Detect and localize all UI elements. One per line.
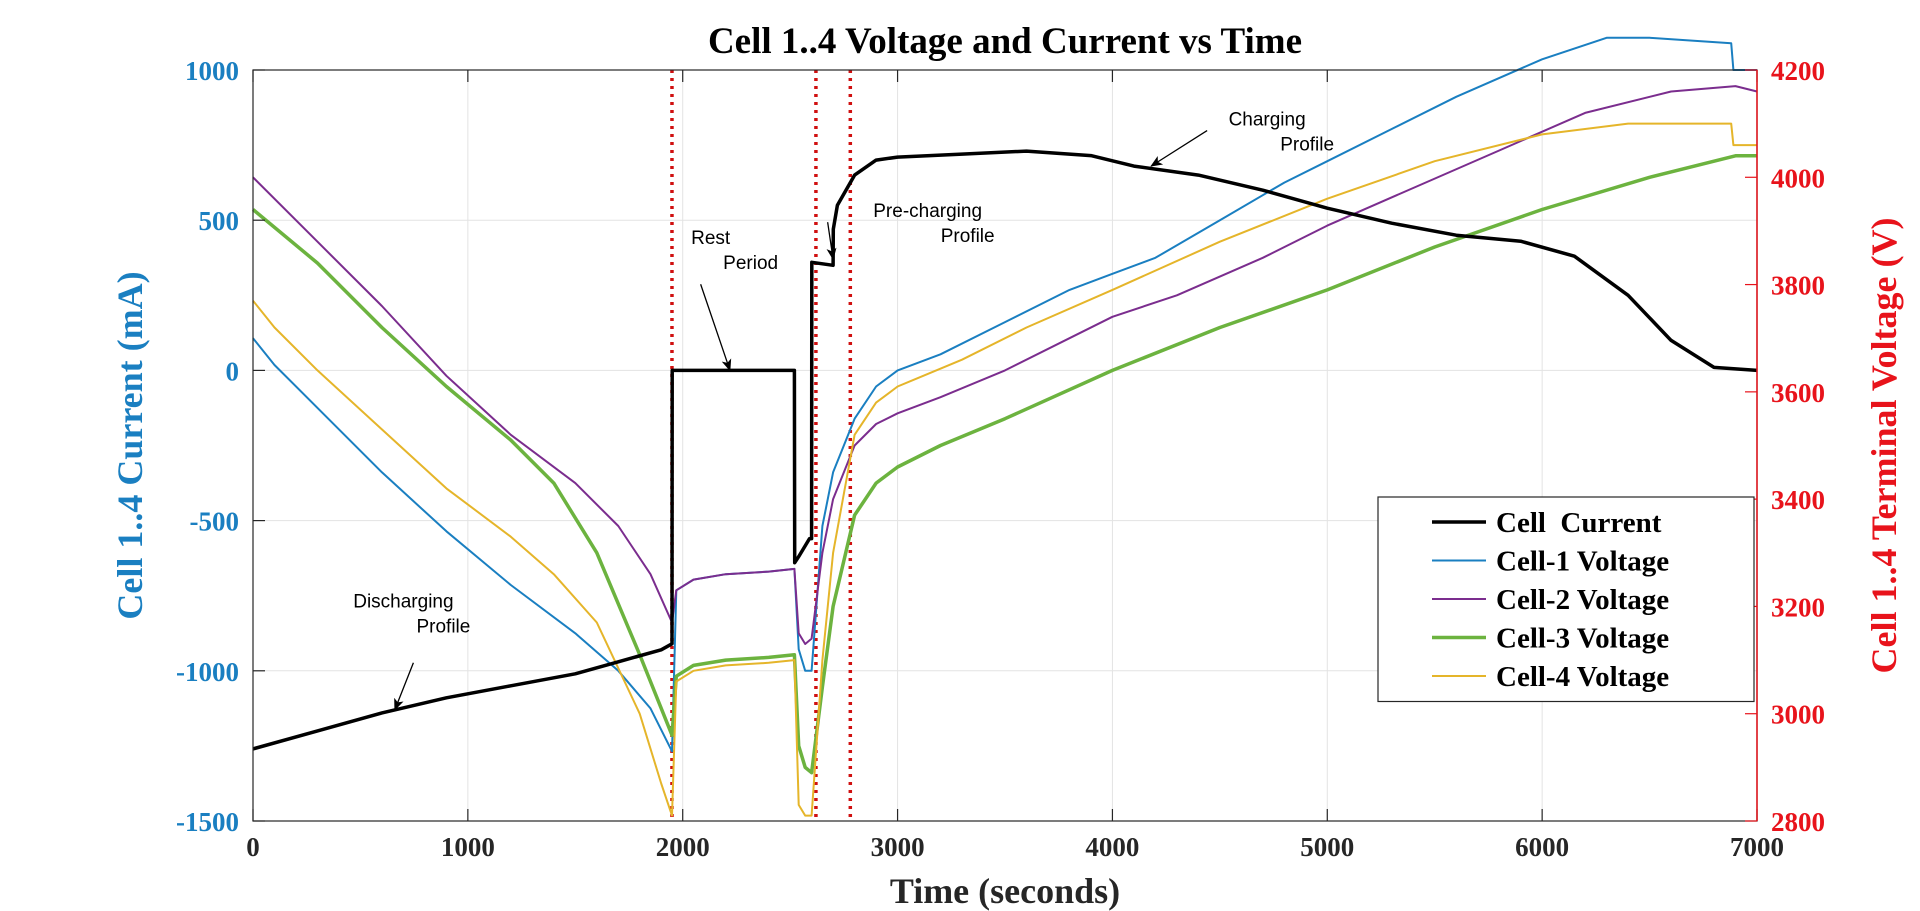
y-right-tick-label: 3400 <box>1771 485 1825 515</box>
y-left-tick-label: -500 <box>190 507 240 537</box>
y-right-tick-label: 3800 <box>1771 271 1825 301</box>
chart-title: Cell 1..4 Voltage and Current vs Time <box>708 21 1302 62</box>
y-left-tick-label: 0 <box>226 356 240 386</box>
y-right-tick-label: 2800 <box>1771 807 1825 837</box>
annotation-arrow <box>826 222 837 261</box>
legend-label: Cell-1 Voltage <box>1496 546 1669 578</box>
series-line-cell-4-voltage <box>252 122 1757 817</box>
annotation-text: Period <box>723 253 778 274</box>
legend-label: Cell-3 Voltage <box>1496 623 1669 655</box>
y-left-tick-label: 1000 <box>185 56 239 86</box>
series-line-cell-3-voltage <box>251 154 1757 775</box>
x-tick-label: 3000 <box>871 832 925 862</box>
series-line-cell-1-voltage <box>252 36 1757 753</box>
annotation-text: Rest <box>691 228 731 249</box>
y-right-tick-label: 3000 <box>1771 700 1825 730</box>
ticks: 0 1000 2000 3000 4000 5000 6000 7000-1500-1000-… <box>176 56 1825 862</box>
y-axis-label-left: Cell 1..4 Current (mA) <box>110 271 150 619</box>
y-right-tick-label: 4200 <box>1771 56 1825 86</box>
y-axis-label-right: Cell 1..4 Terminal Voltage (V) <box>1864 218 1904 674</box>
annotation-arrow <box>394 662 415 711</box>
x-tick-label: 4000 <box>1085 832 1139 862</box>
plot-frame <box>252 69 1758 822</box>
annotation-text: Profile <box>941 226 995 247</box>
annotation-text: Profile <box>416 617 470 638</box>
annotation-text: Pre-charging <box>873 201 982 222</box>
x-tick-label: 1000 <box>441 832 495 862</box>
annotation: Charging Profile <box>1150 110 1334 167</box>
series-line-cell-current <box>252 149 1758 751</box>
y-left-tick-label: 500 <box>199 206 240 236</box>
annotations: Discharging Profile Rest Period Pre-charging… <box>353 110 1334 711</box>
legend-label: Cell-4 Voltage <box>1496 661 1669 693</box>
legend-label: Cell-2 Voltage <box>1496 584 1669 616</box>
legend: Cell Current Cell-1 Voltage Cell-2 Voltage… <box>1377 496 1755 703</box>
y-right-tick-label: 3200 <box>1771 592 1825 622</box>
annotation-arrow <box>1150 130 1208 167</box>
annotation-text: Discharging <box>353 592 453 613</box>
annotation: Pre-charging Profile <box>826 201 995 261</box>
x-tick-label: 6000 <box>1515 832 1569 862</box>
legend-label: Cell Current <box>1496 507 1662 539</box>
y-left-tick-label: -1000 <box>176 657 239 687</box>
series-layer <box>251 36 1758 817</box>
annotation: Discharging Profile <box>353 592 470 711</box>
x-axis-label: Time (seconds) <box>890 871 1120 911</box>
y-right-tick-label: 3600 <box>1771 378 1825 408</box>
y-right-tick-label: 4000 <box>1771 163 1825 193</box>
annotation-arrow <box>700 284 732 372</box>
x-tick-label: 7000 <box>1730 832 1784 862</box>
grid <box>253 70 1757 821</box>
annotation-text: Charging <box>1229 110 1306 131</box>
x-tick-label: 0 <box>246 832 260 862</box>
vertical-markers <box>670 70 853 821</box>
annotation-text: Profile <box>1280 135 1334 156</box>
series-line-cell-2-voltage <box>252 85 1758 645</box>
x-tick-label: 5000 <box>1300 832 1354 862</box>
x-tick-label: 2000 <box>656 832 710 862</box>
y-left-tick-label: -1500 <box>176 807 239 837</box>
annotation: Rest Period <box>691 228 778 372</box>
